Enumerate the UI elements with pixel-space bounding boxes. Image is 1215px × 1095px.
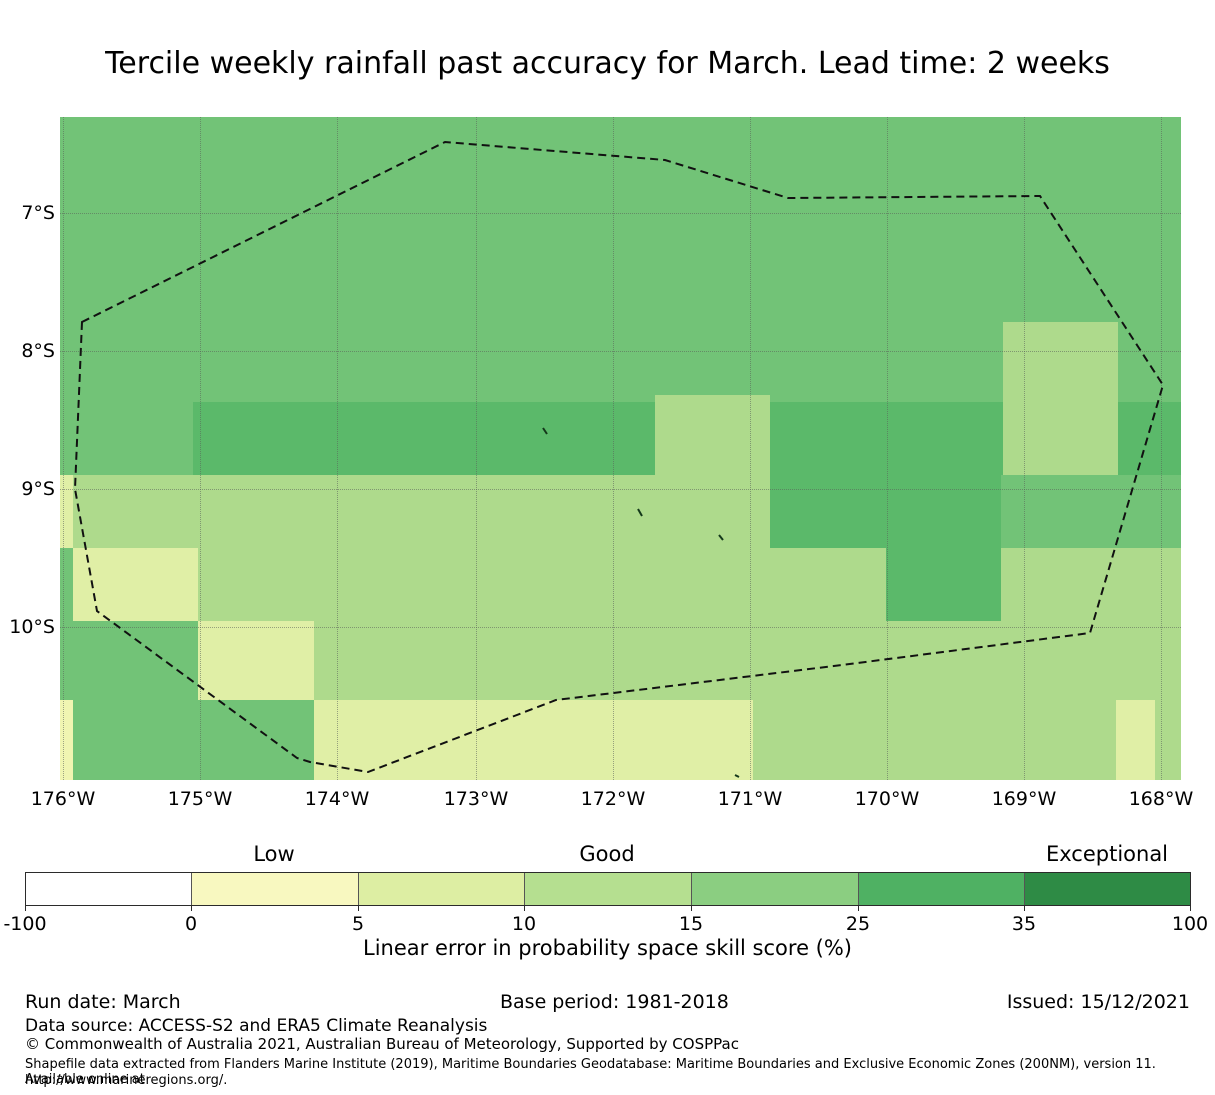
y-tick-label: 10°S bbox=[9, 616, 55, 638]
colorbar-tick-mark bbox=[524, 906, 525, 911]
y-tick-label: 9°S bbox=[21, 478, 55, 500]
colorbar-segment bbox=[1025, 873, 1190, 905]
footer-copyright: © Commonwealth of Australia 2021, Austra… bbox=[25, 1035, 739, 1053]
map-grid-cell bbox=[73, 475, 655, 548]
chart-title: Tercile weekly rainfall past accuracy fo… bbox=[105, 46, 1110, 81]
colorbar-tick-label: 5 bbox=[351, 913, 365, 935]
colorbar-tick-label: 35 bbox=[1011, 913, 1037, 935]
footer-shapefile-url: http://www.marineregions.org/. bbox=[25, 1073, 228, 1088]
colorbar-segment bbox=[192, 873, 359, 905]
colorbar-tick-mark bbox=[1190, 906, 1191, 911]
colorbar-category-label: Good bbox=[579, 842, 635, 866]
island-mark bbox=[718, 534, 724, 541]
parallel-gridline bbox=[60, 627, 1181, 628]
colorbar-axis-label: Linear error in probability space skill … bbox=[363, 936, 852, 960]
map-grid-cell bbox=[73, 548, 198, 621]
colorbar-tick-label: -100 bbox=[3, 913, 47, 935]
meridian-gridline bbox=[476, 117, 477, 780]
colorbar-segment bbox=[359, 873, 525, 905]
colorbar-segment bbox=[525, 873, 692, 905]
parallel-gridline bbox=[60, 351, 1181, 352]
island-mark bbox=[542, 427, 548, 435]
meridian-gridline bbox=[613, 117, 614, 780]
colorbar-tick-mark bbox=[858, 906, 859, 911]
parallel-gridline bbox=[60, 213, 1181, 214]
footer-data-source: Data source: ACCESS-S2 and ERA5 Climate … bbox=[25, 1016, 488, 1036]
x-tick-label: 172°W bbox=[580, 788, 646, 810]
skill-score-map bbox=[60, 117, 1181, 780]
colorbar-category-label: Low bbox=[253, 842, 295, 866]
footer-run-date: Run date: March bbox=[25, 991, 181, 1013]
colorbar-tick-mark bbox=[25, 906, 26, 911]
island-mark bbox=[637, 508, 643, 517]
map-grid-cell bbox=[193, 402, 655, 475]
x-tick-label: 169°W bbox=[991, 788, 1057, 810]
colorbar bbox=[25, 872, 1191, 906]
map-grid-cell bbox=[1003, 322, 1118, 475]
x-tick-label: 168°W bbox=[1128, 788, 1194, 810]
map-grid-cell bbox=[1116, 700, 1155, 780]
colorbar-category-label: Exceptional bbox=[1045, 842, 1169, 866]
footer-base-period: Base period: 1981-2018 bbox=[500, 991, 729, 1013]
meridian-gridline bbox=[750, 117, 751, 780]
x-tick-label: 175°W bbox=[167, 788, 233, 810]
parallel-gridline bbox=[60, 489, 1181, 490]
x-tick-label: 174°W bbox=[304, 788, 370, 810]
colorbar-tick-label: 15 bbox=[678, 913, 704, 935]
y-tick-label: 7°S bbox=[21, 202, 55, 224]
eez-boundary-overlay bbox=[73, 140, 1165, 778]
meridian-gridline bbox=[1161, 117, 1162, 780]
y-tick-label: 8°S bbox=[21, 340, 55, 362]
colorbar-tick-label: 100 bbox=[1171, 913, 1209, 935]
colorbar-tick-label: 25 bbox=[845, 913, 871, 935]
footer-issued-date: Issued: 15/12/2021 bbox=[1006, 991, 1190, 1013]
x-tick-label: 171°W bbox=[717, 788, 783, 810]
colorbar-tick-mark bbox=[691, 906, 692, 911]
colorbar-segment bbox=[859, 873, 1025, 905]
meridian-gridline bbox=[337, 117, 338, 780]
x-tick-label: 170°W bbox=[854, 788, 920, 810]
colorbar-tick-label: 10 bbox=[511, 913, 537, 935]
colorbar-tick-label: 0 bbox=[184, 913, 198, 935]
eez-dashed-boundary bbox=[73, 140, 1165, 774]
x-tick-label: 173°W bbox=[443, 788, 509, 810]
colorbar-tick-mark bbox=[191, 906, 192, 911]
map-grid-cell bbox=[314, 700, 753, 780]
map-grid-cell bbox=[198, 621, 314, 700]
colorbar-tick-mark bbox=[358, 906, 359, 911]
colorbar-segment bbox=[692, 873, 859, 905]
meridian-gridline bbox=[887, 117, 888, 780]
meridian-gridline bbox=[63, 117, 64, 780]
footer-shapefile-attribution: Shapefile data extracted from Flanders M… bbox=[25, 1057, 1156, 1087]
island-mark bbox=[734, 774, 740, 778]
x-tick-label: 176°W bbox=[30, 788, 96, 810]
map-grid-cell bbox=[886, 402, 1001, 621]
meridian-gridline bbox=[200, 117, 201, 780]
meridian-gridline bbox=[1024, 117, 1025, 780]
colorbar-tick-mark bbox=[1024, 906, 1025, 911]
map-grid-cell bbox=[770, 402, 886, 548]
colorbar-segment bbox=[26, 873, 192, 905]
map-grid-cell bbox=[198, 548, 1181, 621]
